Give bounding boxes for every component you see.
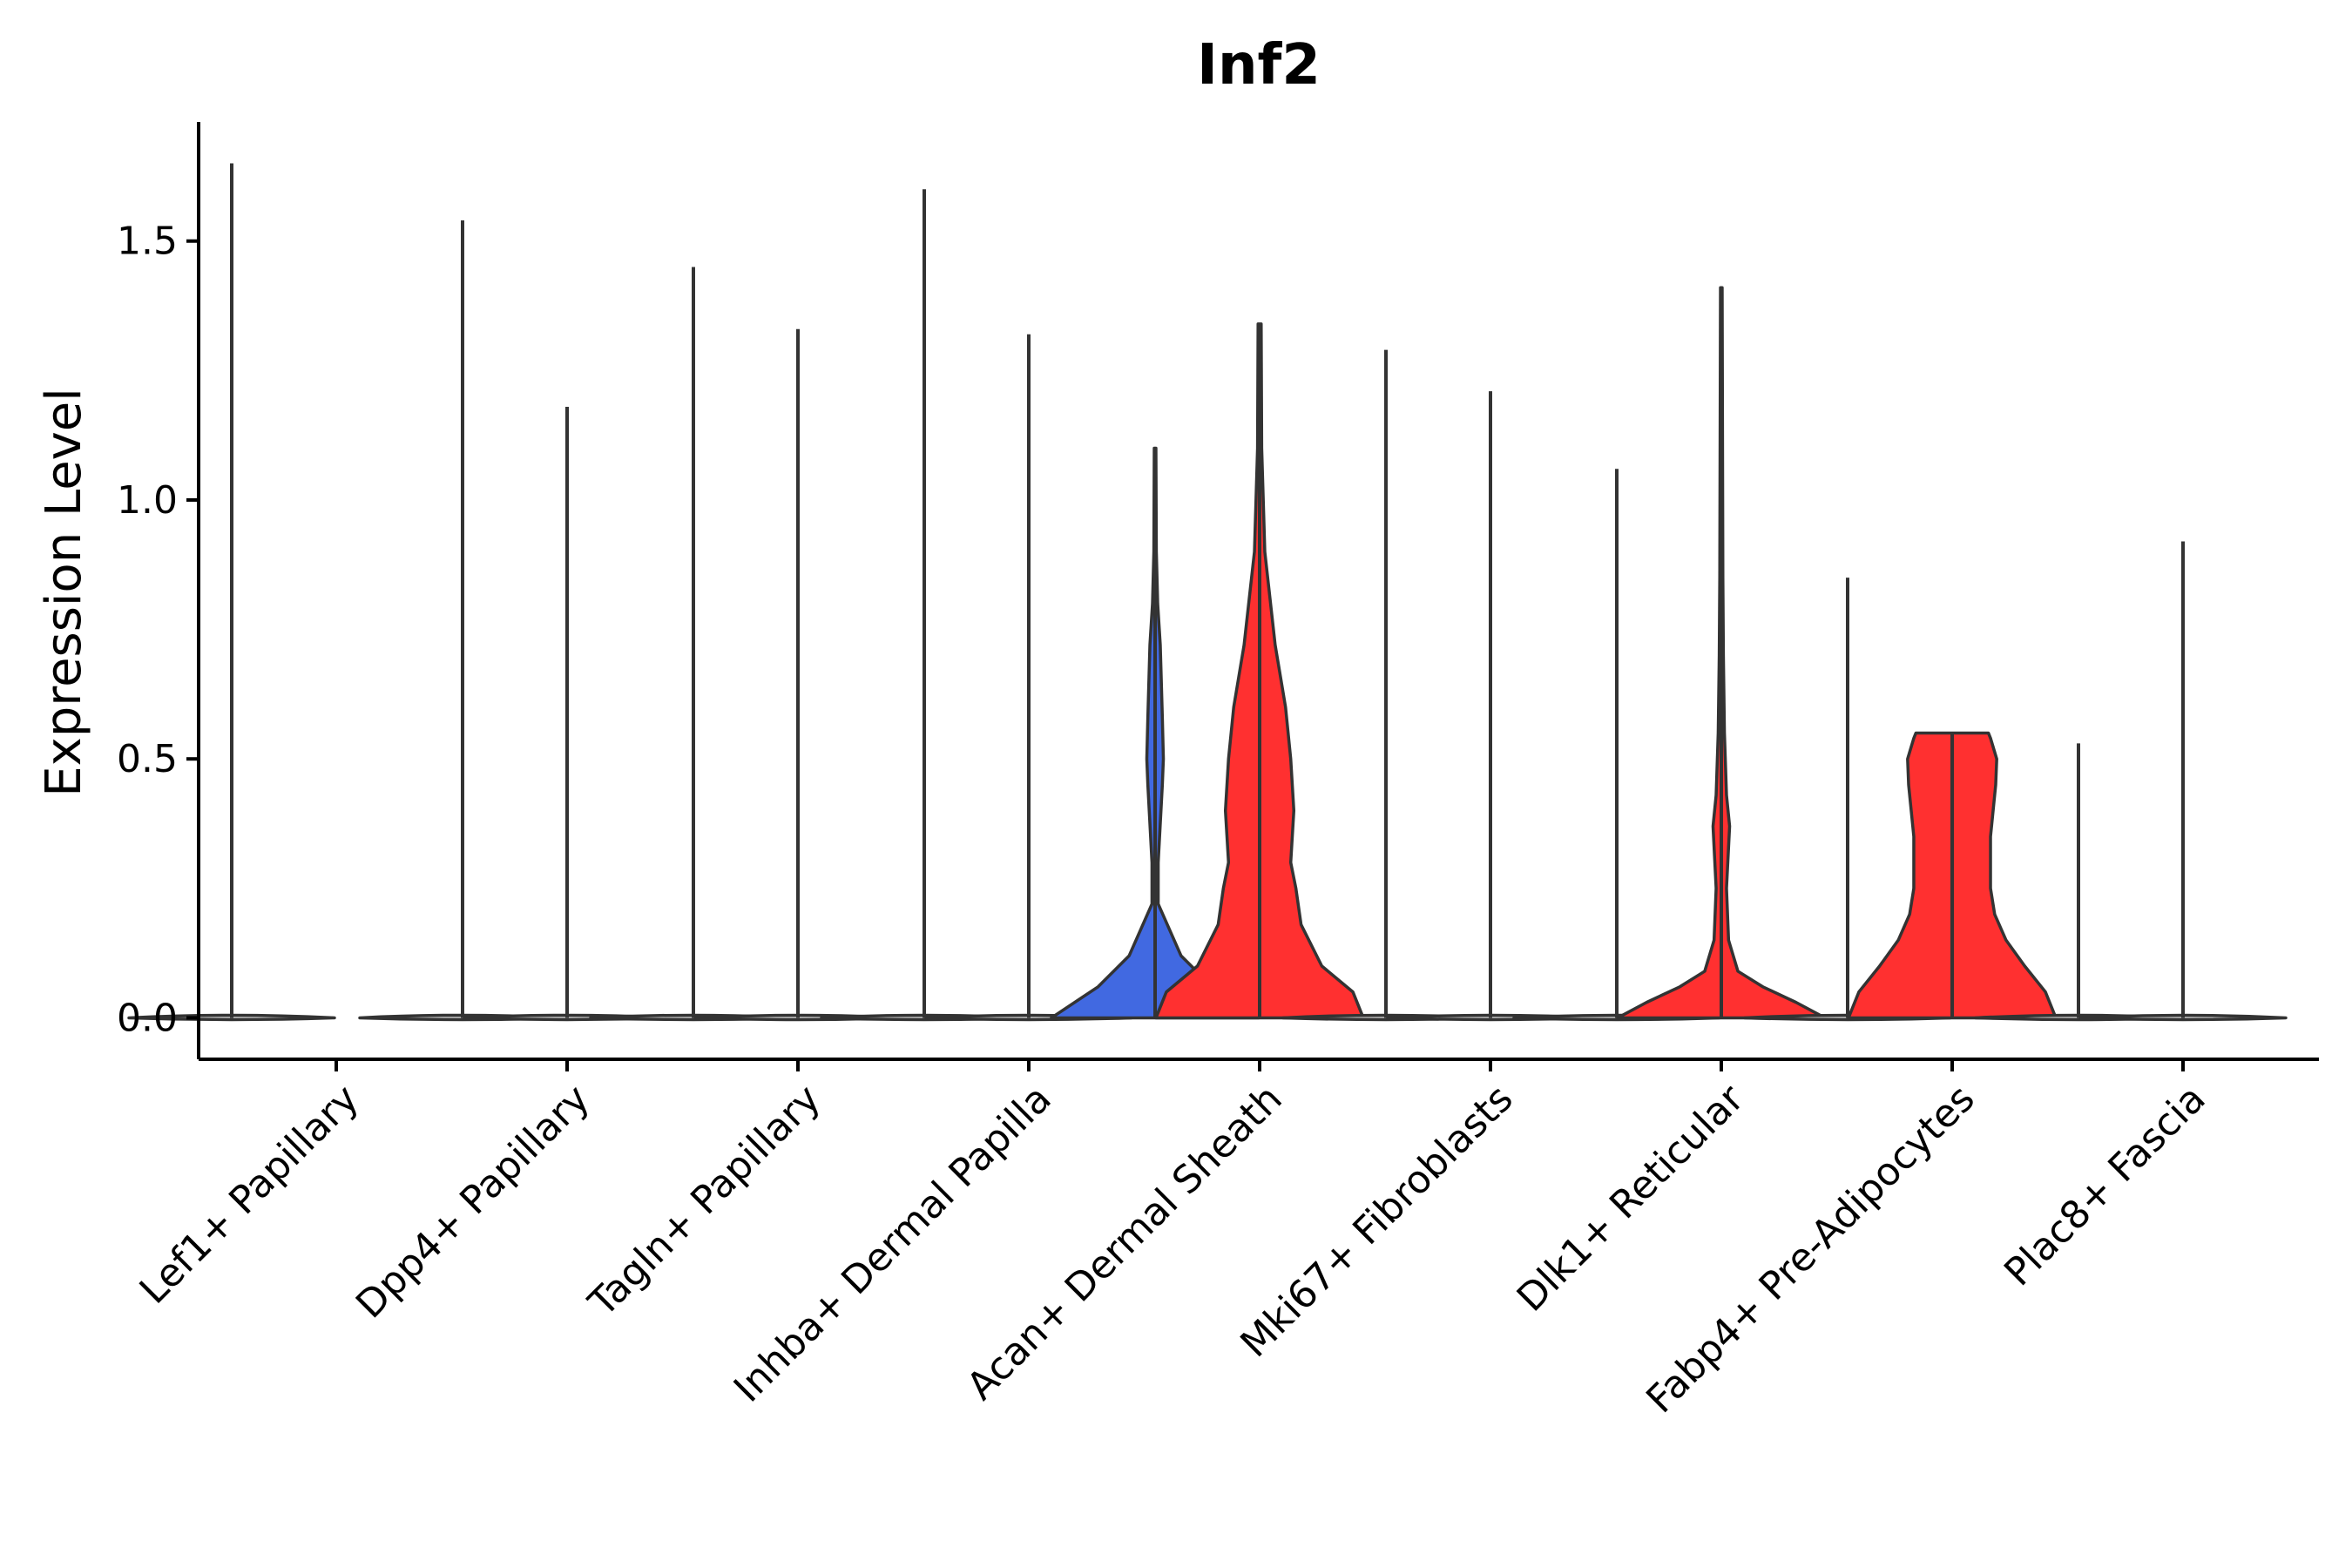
violin: [2078, 541, 2288, 1022]
y-tick-label: 0.0: [117, 996, 178, 1040]
violin: [1847, 731, 2058, 1020]
violin: [1386, 391, 1595, 1022]
violin: [1512, 469, 1721, 1022]
violin: [1616, 286, 1827, 1020]
y-ticks: 0.0 0.5 1.0 1.5: [117, 220, 199, 1040]
violin: [693, 328, 902, 1022]
y-tick-label: 0.5: [117, 737, 178, 781]
violin: [127, 163, 336, 1022]
violin: [358, 220, 567, 1022]
x-tick-label: Dpp4+ Papillary: [348, 1077, 598, 1328]
violin: [589, 267, 798, 1022]
y-tick-label: 1.0: [117, 478, 178, 523]
violin: [1050, 446, 1260, 1020]
violin: [463, 406, 672, 1022]
x-tick-label: Plac8+ Fascia: [1996, 1077, 2214, 1295]
y-tick-label: 1.5: [117, 220, 178, 264]
violin-group: [127, 163, 2288, 1022]
violin: [820, 189, 1029, 1022]
y-axis-label: Expression Level: [36, 388, 92, 797]
violin: [924, 334, 1133, 1022]
violin: [1281, 349, 1490, 1022]
x-tick-label: Tagln+ Papillary: [580, 1077, 829, 1326]
x-tick-label: Dlk1+ Reticular: [1509, 1076, 1754, 1321]
chart-title: Inf2: [1197, 33, 1321, 98]
violin: [1154, 322, 1365, 1020]
x-tick-label: Lef1+ Papillary: [132, 1077, 368, 1313]
